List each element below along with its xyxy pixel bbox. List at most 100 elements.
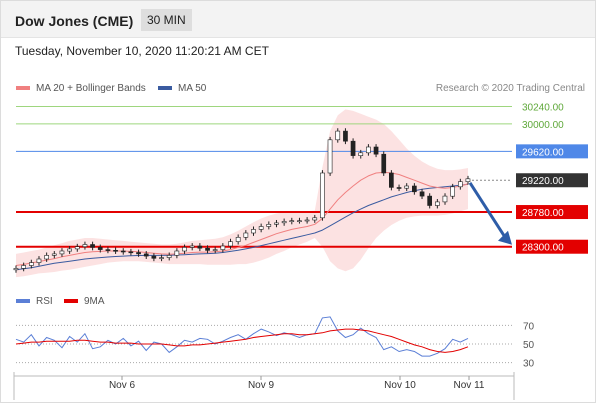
candle-body-14 <box>120 250 126 253</box>
candle-body-35 <box>281 221 287 224</box>
level-label-text-1: 30000.00 <box>522 120 564 131</box>
candle-body-3 <box>36 258 42 263</box>
candle-body-6 <box>59 250 65 255</box>
level-label-2: 29620.00 <box>516 144 588 159</box>
candle-body-51 <box>404 185 410 189</box>
candle-body-8 <box>74 246 80 250</box>
period-badge[interactable]: 30 MIN <box>141 9 192 31</box>
ma50-line <box>15 183 469 271</box>
legend-rsi-swatch <box>16 299 30 304</box>
candle-body-20 <box>166 255 172 258</box>
x-tick-label-0: Nov 6 <box>109 380 136 391</box>
x-tick-label-3: Nov 11 <box>454 380 485 391</box>
candle-body-10 <box>90 244 95 248</box>
rsi-line <box>15 316 469 357</box>
candle-body-2 <box>28 262 34 266</box>
candle-body-30 <box>243 232 249 238</box>
level-label-text-4: 28780.00 <box>522 208 564 219</box>
candle-body-50 <box>396 187 402 189</box>
candle-body-37 <box>297 220 302 222</box>
level-label-bg-2 <box>516 144 588 159</box>
level-label-bg-4 <box>516 205 588 220</box>
candle-body-47 <box>373 146 379 155</box>
candle-body-25 <box>205 247 210 251</box>
legend-ma50-swatch <box>158 86 172 91</box>
level-label-bg-5 <box>516 239 588 254</box>
legend-rsi-label: RSI <box>36 296 53 307</box>
level-label-text-2: 29620.00 <box>522 147 564 158</box>
legend-ma9: 9MA <box>64 296 105 307</box>
candle-body-16 <box>136 252 141 255</box>
candle-body-54 <box>427 195 433 206</box>
candle-body-55 <box>434 201 440 206</box>
level-label-text-5: 28300.00 <box>522 243 564 254</box>
x-tick-label-1: Nov 9 <box>248 380 275 391</box>
legend-rsi: RSI <box>16 296 53 307</box>
candle-body-9 <box>82 244 88 248</box>
candle-body-0 <box>13 268 19 271</box>
candle-body-48 <box>381 153 387 174</box>
legend-ma20: MA 20 + Bollinger Bands <box>16 83 146 94</box>
forecast-arrow-head <box>498 230 512 245</box>
chart-header: Dow Jones (CME) 30 MIN <box>1 1 595 38</box>
candle-body-1 <box>21 265 27 269</box>
rsi-level-label-1: 50 <box>523 340 535 351</box>
candle-body-41 <box>327 139 333 174</box>
legend-ma20-label: MA 20 + Bollinger Bands <box>36 83 146 94</box>
candle-body-23 <box>189 245 195 248</box>
candle-body-11 <box>97 247 103 250</box>
candle-body-19 <box>159 257 164 259</box>
instrument-title: Dow Jones (CME) <box>15 13 134 29</box>
rsi-level-label-0: 70 <box>523 321 535 332</box>
rsi-ma9-line <box>15 328 469 353</box>
candle-body-18 <box>151 255 157 259</box>
candle-body-34 <box>274 222 279 225</box>
candle-body-58 <box>457 181 463 188</box>
candle-body-13 <box>113 250 118 252</box>
legend-ma50-label: MA 50 <box>178 83 207 94</box>
legend-ma9-swatch <box>64 299 78 304</box>
candle-body-45 <box>358 152 364 157</box>
candle-body-31 <box>251 229 256 234</box>
candle-body-21 <box>174 250 180 256</box>
candle-body-57 <box>450 186 456 197</box>
candle-body-29 <box>235 237 241 242</box>
candle-body-53 <box>419 191 425 197</box>
candle-body-33 <box>266 224 272 227</box>
candle-body-26 <box>212 249 218 251</box>
level-label-5: 28300.00 <box>516 239 588 254</box>
candle-body-7 <box>67 248 72 252</box>
candle-body-39 <box>312 217 318 221</box>
candle-body-15 <box>128 251 134 254</box>
candle-body-43 <box>343 130 348 142</box>
candle-body-5 <box>51 253 57 256</box>
candle-body-4 <box>44 255 49 260</box>
candle-body-17 <box>143 253 149 257</box>
forecast-arrow-line <box>468 181 508 240</box>
level-label-text-3: 29220.00 <box>522 176 564 187</box>
candle-body-32 <box>258 226 264 230</box>
level-label-bg-3 <box>516 173 588 188</box>
candle-body-52 <box>411 185 417 193</box>
candle-body-27 <box>220 245 226 250</box>
legend-ma20-swatch <box>16 86 30 91</box>
bollinger-band <box>16 109 468 278</box>
candle-body-12 <box>105 249 111 251</box>
candle-body-42 <box>335 130 341 141</box>
level-label-3: 29220.00 <box>516 173 588 188</box>
level-label-0: 30240.00 <box>522 103 564 114</box>
candle-body-59 <box>465 178 471 183</box>
legend-ma9-label: 9MA <box>84 296 105 307</box>
candle-body-28 <box>228 241 233 247</box>
timestamp: Tuesday, November 10, 2020 11:20:21 AM C… <box>15 44 269 58</box>
candle-body-40 <box>320 172 325 219</box>
candle-body-49 <box>388 172 394 188</box>
level-label-text-0: 30240.00 <box>522 103 564 114</box>
legend-ma50: MA 50 <box>158 83 206 94</box>
candle-body-44 <box>350 140 356 156</box>
x-tick-label-2: Nov 10 <box>384 380 416 391</box>
rsi-level-label-2: 30 <box>523 359 535 370</box>
candle-body-24 <box>197 245 203 249</box>
candle-body-38 <box>304 219 310 222</box>
